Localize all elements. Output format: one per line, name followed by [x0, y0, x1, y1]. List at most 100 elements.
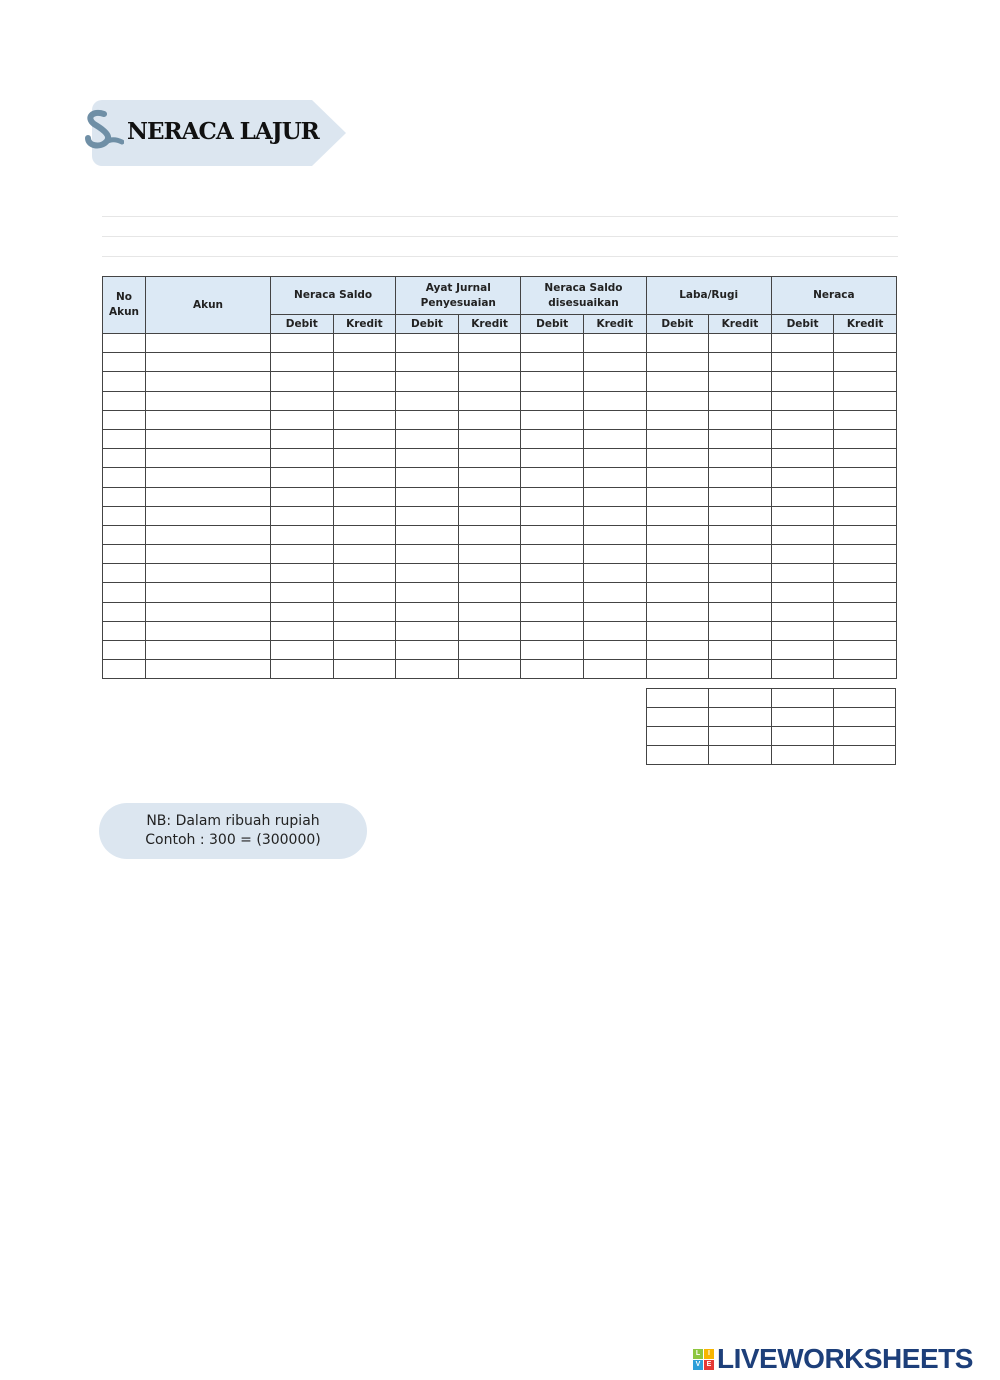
table-cell-input[interactable]	[708, 352, 772, 373]
table-cell-input[interactable]	[582, 332, 647, 354]
table-cell-input[interactable]	[708, 524, 772, 546]
table-cell-input[interactable]	[520, 428, 584, 450]
table-cell-input[interactable]	[645, 505, 710, 526]
table-cell-input[interactable]	[708, 409, 772, 430]
table-cell-input[interactable]	[520, 467, 584, 488]
table-cell-input[interactable]	[102, 582, 146, 603]
table-cell-input[interactable]	[145, 409, 271, 430]
table-cell-input[interactable]	[332, 409, 397, 430]
table-cell-input[interactable]	[395, 332, 459, 354]
table-cell-input[interactable]	[520, 505, 584, 526]
table-cell-input[interactable]	[457, 486, 522, 507]
table-cell-input[interactable]	[832, 745, 897, 765]
table-cell-input[interactable]	[102, 448, 146, 469]
table-cell-input[interactable]	[332, 544, 397, 565]
table-cell-input[interactable]	[770, 352, 835, 373]
table-cell-input[interactable]	[770, 371, 835, 392]
table-cell-input[interactable]	[457, 352, 522, 373]
table-cell-input[interactable]	[645, 707, 710, 727]
table-cell-input[interactable]	[582, 390, 647, 411]
table-cell-input[interactable]	[520, 544, 584, 565]
table-cell-input[interactable]	[520, 352, 584, 373]
table-cell-input[interactable]	[582, 544, 647, 565]
table-cell-input[interactable]	[457, 620, 522, 642]
table-cell-input[interactable]	[770, 726, 834, 746]
table-cell-input[interactable]	[332, 390, 397, 411]
table-cell-input[interactable]	[770, 707, 834, 727]
table-cell-input[interactable]	[582, 582, 647, 603]
table-cell-input[interactable]	[832, 688, 897, 708]
table-cell-input[interactable]	[145, 390, 271, 411]
table-cell-input[interactable]	[395, 505, 459, 526]
table-cell-input[interactable]	[645, 352, 710, 373]
table-cell-input[interactable]	[645, 524, 710, 546]
table-cell-input[interactable]	[708, 688, 772, 708]
table-cell-input[interactable]	[582, 639, 647, 661]
table-cell-input[interactable]	[270, 448, 334, 469]
table-cell-input[interactable]	[770, 601, 835, 622]
table-cell-input[interactable]	[270, 620, 334, 642]
table-cell-input[interactable]	[457, 390, 522, 411]
table-cell-input[interactable]	[770, 544, 835, 565]
table-cell-input[interactable]	[770, 688, 834, 708]
table-cell-input[interactable]	[833, 620, 897, 642]
table-cell-input[interactable]	[145, 524, 271, 546]
table-cell-input[interactable]	[332, 486, 397, 507]
table-cell-input[interactable]	[645, 601, 710, 622]
table-cell-input[interactable]	[395, 659, 459, 680]
table-cell-input[interactable]	[582, 428, 647, 450]
table-cell-input[interactable]	[457, 409, 522, 430]
table-cell-input[interactable]	[270, 563, 334, 584]
table-cell-input[interactable]	[457, 371, 522, 392]
table-cell-input[interactable]	[332, 659, 397, 680]
table-cell-input[interactable]	[770, 582, 835, 603]
table-cell-input[interactable]	[520, 448, 584, 469]
table-cell-input[interactable]	[833, 544, 897, 565]
table-cell-input[interactable]	[395, 448, 459, 469]
table-cell-input[interactable]	[102, 601, 146, 622]
table-cell-input[interactable]	[708, 505, 772, 526]
table-cell-input[interactable]	[332, 332, 397, 354]
table-cell-input[interactable]	[582, 620, 647, 642]
table-cell-input[interactable]	[395, 601, 459, 622]
table-cell-input[interactable]	[520, 620, 584, 642]
table-cell-input[interactable]	[332, 639, 397, 661]
table-cell-input[interactable]	[102, 486, 146, 507]
table-cell-input[interactable]	[708, 726, 772, 746]
table-cell-input[interactable]	[645, 688, 710, 708]
table-cell-input[interactable]	[645, 428, 710, 450]
table-cell-input[interactable]	[145, 448, 271, 469]
table-cell-input[interactable]	[520, 659, 584, 680]
table-cell-input[interactable]	[520, 582, 584, 603]
table-cell-input[interactable]	[270, 352, 334, 373]
table-cell-input[interactable]	[833, 639, 897, 661]
table-cell-input[interactable]	[457, 332, 522, 354]
table-cell-input[interactable]	[833, 448, 897, 469]
table-cell-input[interactable]	[833, 486, 897, 507]
table-cell-input[interactable]	[102, 659, 146, 680]
table-cell-input[interactable]	[708, 745, 772, 765]
table-cell-input[interactable]	[270, 505, 334, 526]
table-cell-input[interactable]	[145, 352, 271, 373]
table-cell-input[interactable]	[520, 524, 584, 546]
table-cell-input[interactable]	[145, 659, 271, 680]
table-cell-input[interactable]	[457, 639, 522, 661]
table-cell-input[interactable]	[102, 505, 146, 526]
table-cell-input[interactable]	[833, 563, 897, 584]
table-cell-input[interactable]	[582, 467, 647, 488]
table-cell-input[interactable]	[102, 620, 146, 642]
table-cell-input[interactable]	[833, 390, 897, 411]
table-cell-input[interactable]	[770, 563, 835, 584]
table-cell-input[interactable]	[582, 563, 647, 584]
table-cell-input[interactable]	[332, 524, 397, 546]
table-cell-input[interactable]	[645, 563, 710, 584]
table-cell-input[interactable]	[457, 505, 522, 526]
table-cell-input[interactable]	[582, 659, 647, 680]
table-cell-input[interactable]	[708, 620, 772, 642]
table-cell-input[interactable]	[708, 601, 772, 622]
table-cell-input[interactable]	[708, 371, 772, 392]
table-cell-input[interactable]	[708, 428, 772, 450]
table-cell-input[interactable]	[457, 582, 522, 603]
table-cell-input[interactable]	[145, 620, 271, 642]
table-cell-input[interactable]	[395, 428, 459, 450]
